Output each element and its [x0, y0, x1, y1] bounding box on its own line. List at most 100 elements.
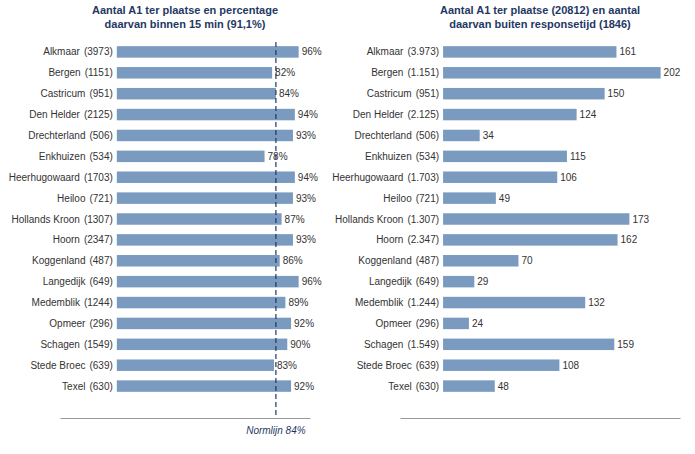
data-label: 161	[619, 46, 636, 57]
bar	[117, 213, 282, 224]
category-count: (487)	[89, 255, 112, 266]
norm-label: Normlijn 84%	[246, 425, 306, 436]
category-label: Drechterland	[28, 130, 85, 141]
title: Aantal A1 ter plaatse en percentage daarv…	[92, 4, 278, 30]
data-label: 87%	[285, 214, 305, 225]
bar	[443, 255, 518, 266]
data-label: 150	[608, 88, 625, 99]
title-line: Aantal A1 ter plaatse en percentage	[92, 4, 278, 16]
category-count: (1244)	[84, 297, 113, 308]
data-label: 202	[664, 67, 681, 78]
bar	[443, 192, 496, 203]
category-count: (1151)	[85, 67, 113, 78]
category-count: (951)	[416, 88, 439, 99]
data-label: 92%	[294, 318, 314, 329]
plot-area	[443, 46, 661, 392]
category-label: Hollands Kroon	[12, 214, 80, 225]
category-count: (2.347)	[407, 234, 439, 245]
bar	[443, 234, 617, 245]
x-axis	[61, 418, 311, 419]
data-label: 86%	[283, 255, 303, 266]
category-label: Langedijk	[43, 276, 87, 287]
category-label: Medemblik	[32, 297, 81, 308]
data-label: 89%	[288, 297, 308, 308]
bar	[443, 171, 557, 182]
category-count: (2125)	[84, 109, 113, 120]
bar	[117, 151, 265, 162]
bar	[117, 130, 293, 141]
category-label: Castricum	[40, 88, 85, 99]
bar	[443, 380, 495, 391]
bar	[117, 109, 295, 120]
category-label: Hoorn	[53, 234, 80, 245]
category-label: Heiloo	[57, 193, 86, 204]
category-labels: (3973)Alkmaar(1151)Bergen(951)Castricum(…	[9, 46, 113, 391]
category-label: Hollands Kroon	[335, 214, 403, 225]
category-label: Stede Broec	[357, 360, 412, 371]
bar	[117, 67, 272, 78]
data-label: 83%	[277, 360, 297, 371]
data-label: 29	[477, 276, 489, 287]
bar	[443, 213, 629, 224]
data-label: 124	[580, 109, 597, 120]
bar	[443, 318, 469, 329]
data-label: 96%	[302, 276, 322, 287]
category-label: Enkhuizen	[39, 151, 86, 162]
x-axis-line	[401, 418, 681, 419]
bar	[117, 255, 280, 266]
category-label: Drechterland	[354, 130, 411, 141]
bar	[117, 318, 291, 329]
category-count: (639)	[89, 360, 112, 371]
data-label: 96%	[302, 46, 322, 57]
category-label: Langedijk	[369, 276, 413, 287]
bar	[443, 276, 474, 287]
bar	[117, 359, 274, 370]
category-count: (534)	[416, 151, 439, 162]
category-count: (1307)	[84, 214, 113, 225]
category-label: Schagen	[364, 339, 403, 350]
category-count: (1.703)	[407, 172, 439, 183]
category-labels: (3.973)Alkmaar(1.151)Bergen(951)Castricu…	[332, 46, 439, 391]
data-label: 94%	[298, 109, 318, 120]
data-label: 93%	[296, 130, 316, 141]
bar	[117, 46, 299, 57]
title-line: daarvan binnen 15 min (91,1%)	[105, 18, 266, 30]
category-label: Opmeer	[376, 318, 413, 329]
data-label: 94%	[298, 172, 318, 183]
bar	[117, 276, 299, 287]
data-label: 70	[521, 255, 533, 266]
data-label: 49	[499, 193, 511, 204]
data-label: 78%	[268, 151, 288, 162]
chart-svg: (3973)Alkmaar(1151)Bergen(951)Castricum(…	[0, 0, 695, 454]
category-count: (506)	[416, 130, 439, 141]
category-label: Stede Broec	[30, 360, 85, 371]
category-label: Alkmaar	[43, 46, 80, 57]
bar	[117, 192, 293, 203]
category-label: Heerhugowaard	[332, 172, 403, 183]
title-line: daarvan buiten responsetijd (1846)	[449, 18, 631, 30]
category-label: Texel	[388, 381, 411, 392]
title-line: Aantal A1 ter plaatse (20812) en aantal	[440, 4, 640, 16]
category-count: (534)	[89, 151, 112, 162]
data-label: 48	[498, 381, 510, 392]
category-label: Den Helder	[29, 109, 80, 120]
category-label: Koggenland	[358, 255, 411, 266]
category-label: Koggenland	[32, 255, 85, 266]
x-axis	[401, 418, 681, 419]
data-label: 162	[621, 234, 638, 245]
plot-area	[117, 42, 299, 418]
bar	[443, 88, 605, 99]
category-count: (1.549)	[407, 339, 439, 350]
category-count: (649)	[89, 276, 112, 287]
category-label: Heerhugowaard	[9, 172, 80, 183]
bar	[443, 46, 616, 57]
category-count: (1.151)	[407, 67, 439, 78]
category-label: Alkmaar	[367, 46, 404, 57]
data-labels: 1612021501243411510649173162702913224159…	[472, 46, 681, 391]
bar	[443, 297, 585, 308]
category-label: Texel	[62, 381, 85, 392]
data-label: 90%	[290, 339, 310, 350]
category-count: (3973)	[84, 46, 113, 57]
bar	[443, 130, 480, 141]
category-count: (1.307)	[407, 214, 439, 225]
